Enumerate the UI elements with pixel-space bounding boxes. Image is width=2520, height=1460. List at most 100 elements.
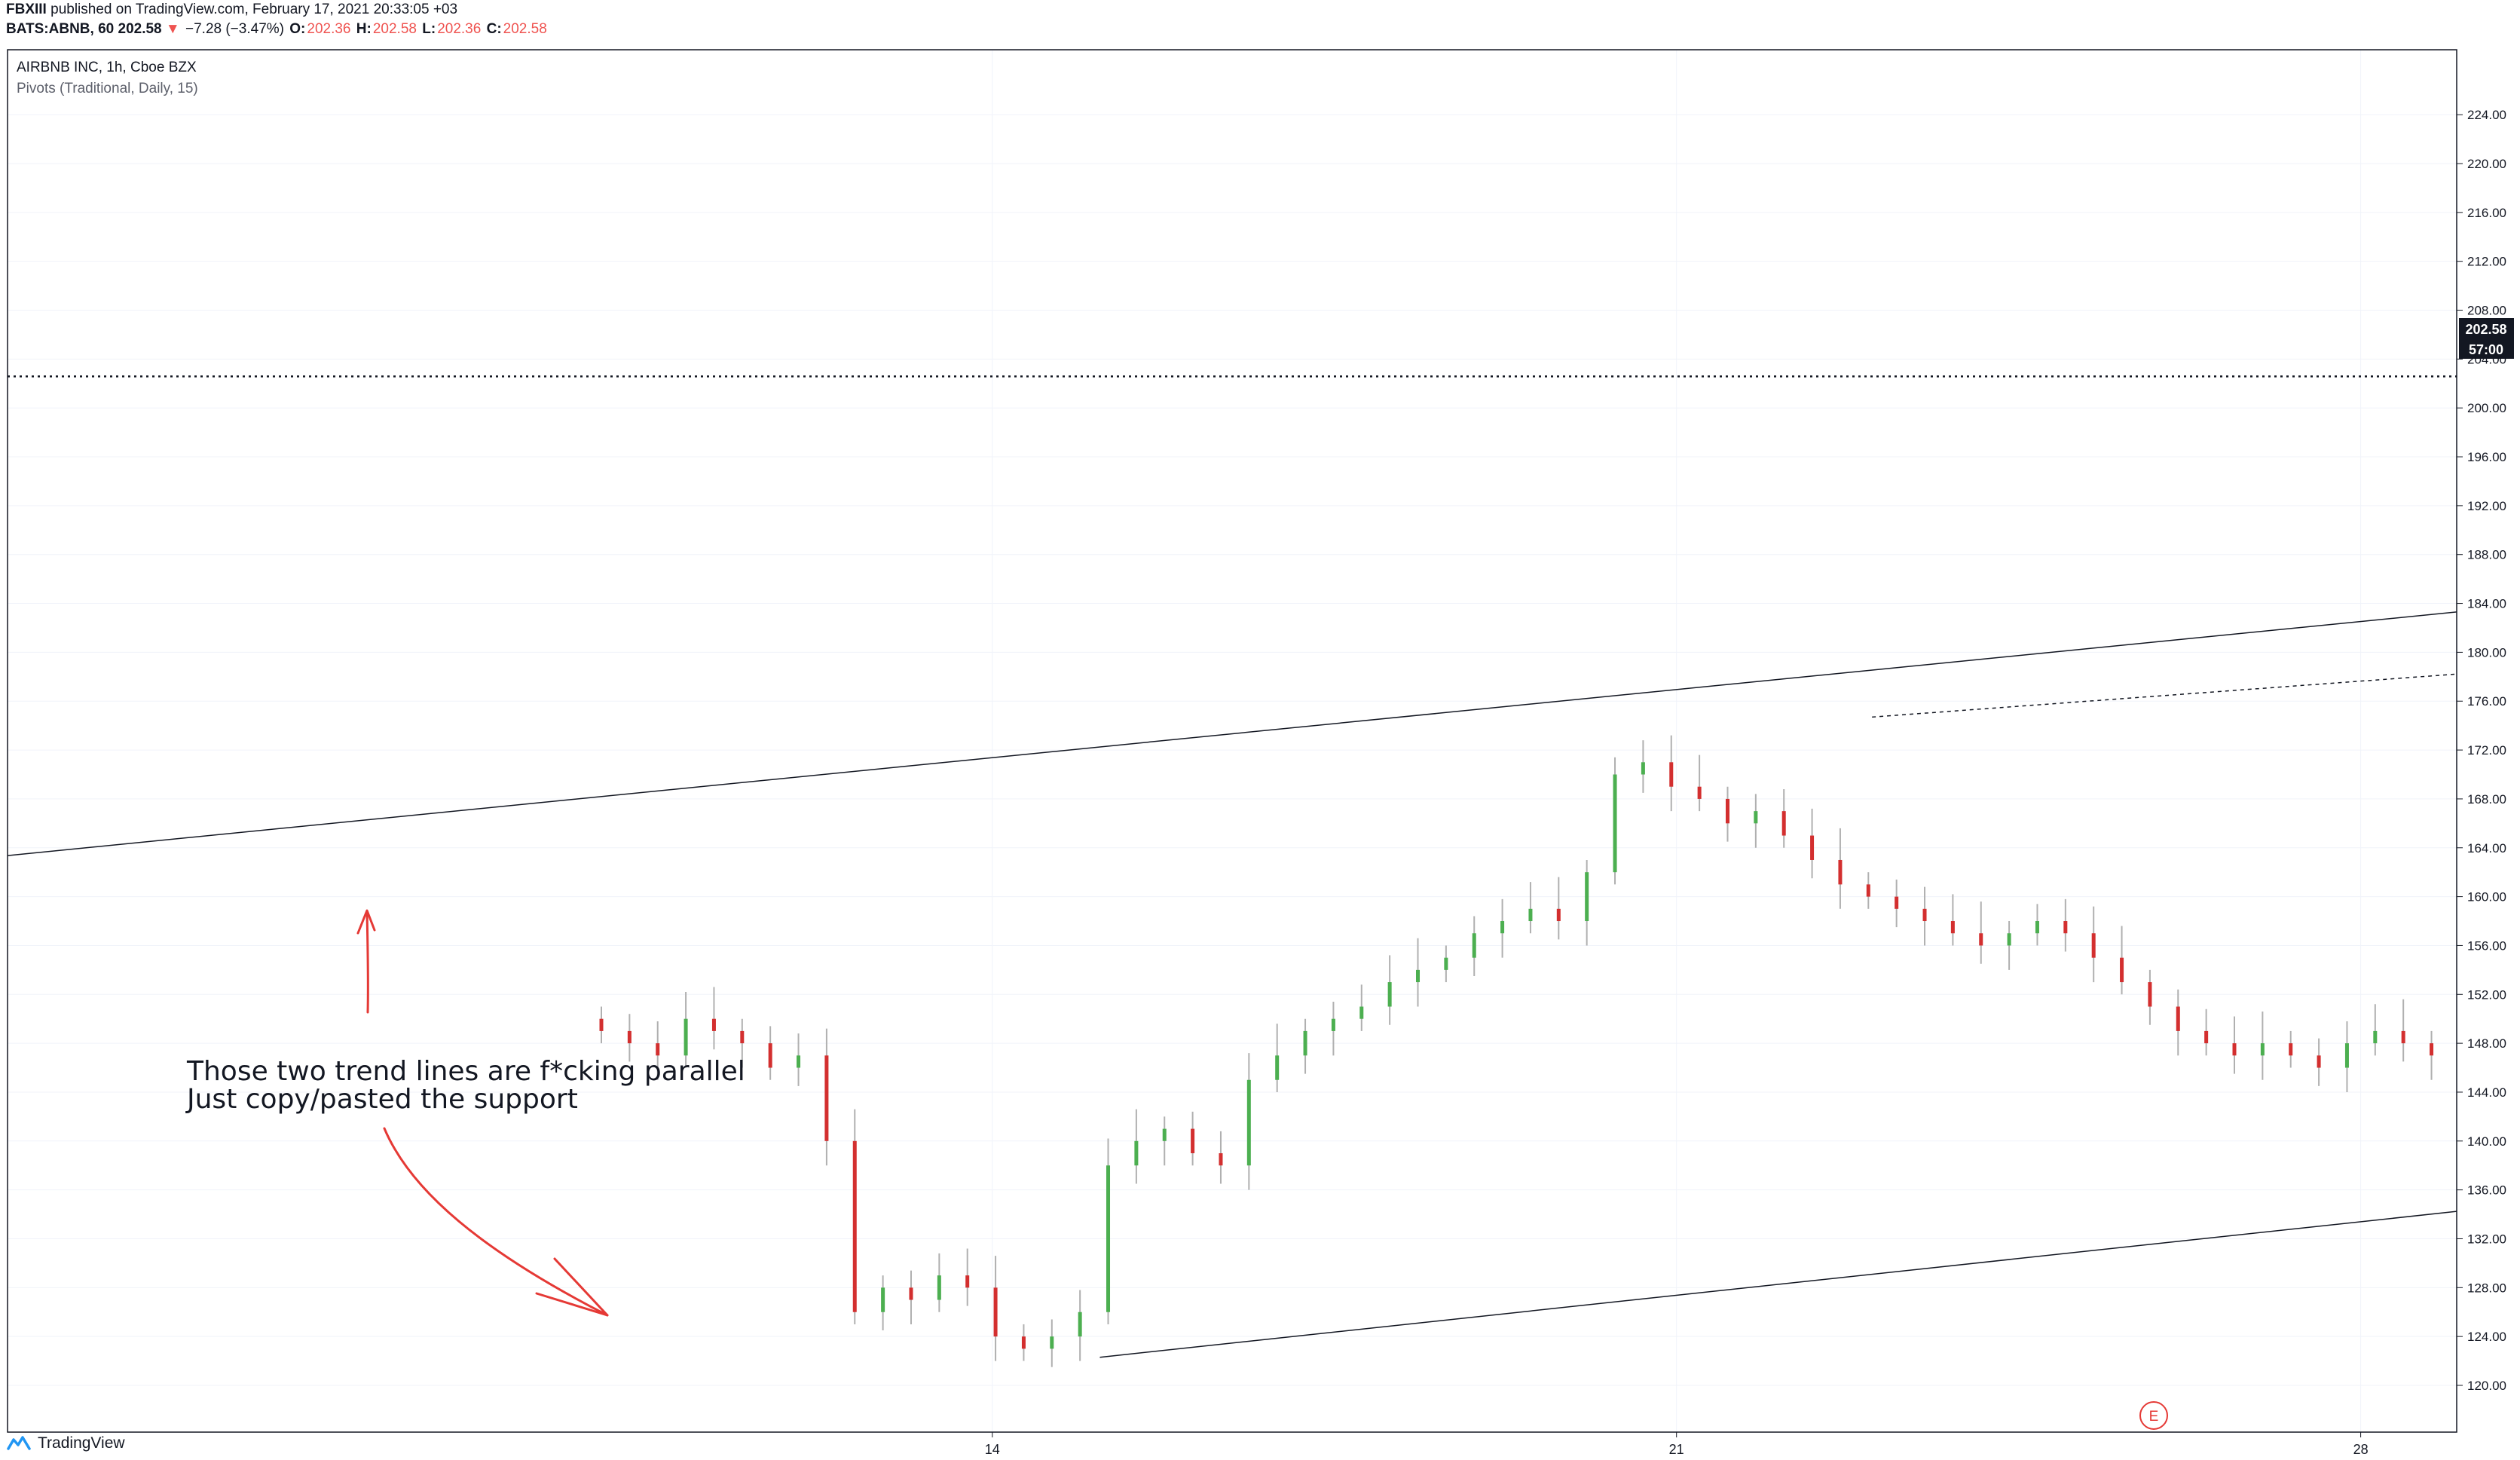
candle-body <box>1387 982 1392 1007</box>
y-tick-label: 120.00 <box>2467 1379 2506 1393</box>
candle-body <box>1810 835 1815 860</box>
candle-body <box>1134 1140 1139 1166</box>
y-tick-label: 188.00 <box>2467 548 2506 562</box>
candle-body <box>2176 1006 2180 1031</box>
candle-body <box>599 1018 604 1031</box>
y-tick-label: 128.00 <box>2467 1281 2506 1295</box>
published-text: published on TradingView.com, February 1… <box>50 2 458 17</box>
candle-body <box>1528 908 1533 922</box>
y-tick-label: 148.00 <box>2467 1036 2506 1051</box>
candle-body <box>2260 1043 2265 1056</box>
up-arrow-icon <box>365 911 369 1014</box>
candle-body <box>1191 1128 1195 1154</box>
candle-body <box>1754 811 1758 824</box>
y-tick-label: 200.00 <box>2467 401 2506 415</box>
candle-body <box>1922 908 1927 922</box>
open-value: 202.36 <box>307 21 351 37</box>
candle-body <box>1359 1006 1364 1019</box>
candle-body <box>1641 762 1645 775</box>
tradingview-brand[interactable]: TradingView <box>6 1431 125 1456</box>
candle-body <box>1866 884 1870 897</box>
trend-line-upper-dotted <box>1872 673 2457 718</box>
candle-body <box>993 1287 998 1337</box>
candle-body <box>1697 786 1702 799</box>
candle-body <box>656 1043 660 1056</box>
close-label: C: <box>486 21 502 37</box>
y-tick-label: 212.00 <box>2467 255 2506 269</box>
y-tick-label: 216.00 <box>2467 206 2506 220</box>
candle-body <box>2401 1030 2405 1044</box>
candle-body <box>937 1275 941 1300</box>
candle-body <box>2148 982 2152 1007</box>
legend-indicator: Pivots (Traditional, Daily, 15) <box>17 81 198 96</box>
candle-body <box>1246 1079 1251 1166</box>
candle-body <box>1725 798 1729 824</box>
candle-body <box>2232 1043 2237 1056</box>
open-label: O: <box>289 21 306 37</box>
countdown-tag-bg <box>2459 339 2514 359</box>
countdown-tag: 57:00 <box>2469 342 2503 357</box>
earnings-marker[interactable]: E <box>2139 1401 2168 1430</box>
y-tick-label: 124.00 <box>2467 1330 2506 1344</box>
tradingview-logo-icon <box>7 1436 31 1450</box>
candle-body <box>1416 969 1421 983</box>
candle-body <box>768 1043 772 1068</box>
y-tick-label: 160.00 <box>2467 890 2506 904</box>
candle-body <box>1838 859 1843 885</box>
candle-body <box>1472 933 1476 958</box>
candle-body <box>1950 921 1955 934</box>
low-value: 202.36 <box>437 21 482 37</box>
candle-body <box>1219 1153 1223 1166</box>
y-tick-label: 168.00 <box>2467 792 2506 807</box>
candle-body <box>711 1018 716 1031</box>
candle-body <box>852 1140 857 1312</box>
last-price-tag: 202.58 <box>2465 322 2506 337</box>
candle-body <box>2344 1043 2349 1068</box>
trend-line-resistance <box>8 611 2457 856</box>
candle-body <box>2091 933 2096 958</box>
high-value: 202.58 <box>372 21 417 37</box>
candle-body <box>1078 1312 1082 1337</box>
candle-body <box>1781 811 1786 836</box>
earnings-circle[interactable] <box>2139 1401 2168 1430</box>
y-tick-label: 136.00 <box>2467 1183 2506 1198</box>
time-axis[interactable]: 142128202111142025Feb8111722Mar8 <box>985 1432 2520 1457</box>
legend-title: AIRBNB INC, 1h, Cboe BZX <box>17 60 197 75</box>
publisher-name[interactable]: FBXIII <box>6 2 47 17</box>
curved-arrow-head <box>535 1257 609 1317</box>
chart-header: FBXIII published on TradingView.com, Feb… <box>6 0 2515 45</box>
high-label: H: <box>356 21 372 37</box>
candle-body <box>881 1287 885 1312</box>
up-arrow-head <box>356 909 376 935</box>
y-tick-label: 156.00 <box>2467 938 2506 953</box>
price-axis[interactable]: 120.00 124.00 128.00 132.00 136.00 140.00 144.… <box>2457 108 2506 1393</box>
x-tick-label: 21 <box>1669 1442 1684 1457</box>
candle-body <box>2120 957 2124 983</box>
candle-body <box>1979 933 1983 946</box>
y-tick-label: 224.00 <box>2467 108 2506 122</box>
y-tick-label: 220.00 <box>2467 157 2506 171</box>
curved-arrow-icon <box>383 1127 609 1317</box>
y-tick-label: 172.00 <box>2467 743 2506 758</box>
legend: AIRBNB INC, 1h, Cboe BZX Pivots (Traditi… <box>17 60 198 96</box>
candle-body <box>1303 1030 1307 1056</box>
candle-body <box>684 1018 688 1056</box>
candle-body <box>2317 1055 2321 1068</box>
publisher-line: FBXIII published on TradingView.com, Feb… <box>6 2 457 18</box>
candle-body <box>2430 1043 2434 1056</box>
candle-body <box>627 1030 632 1044</box>
plot-frame <box>7 49 2457 1433</box>
hand-annotation: Those two trend lines are f*cking parall… <box>185 909 745 1317</box>
candle-body <box>2457 1055 2461 1067</box>
candle-body <box>1331 1018 1335 1031</box>
y-tick-label: 196.00 <box>2467 450 2506 464</box>
earnings-letter: E <box>2149 1409 2159 1425</box>
candle-body <box>2514 1055 2518 1067</box>
close-value: 202.58 <box>503 21 547 37</box>
symbol-label[interactable]: BATS:ABNB, 60 <box>6 21 115 37</box>
symbol-line: BATS:ABNB, 60 202.58 ▼ −7.28 (−3.47%) O:… <box>6 21 549 38</box>
last-price-tag-bg <box>2459 318 2514 339</box>
x-tick-label: 28 <box>2353 1442 2369 1457</box>
change-value: −7.28 (−3.47%) <box>185 21 284 37</box>
